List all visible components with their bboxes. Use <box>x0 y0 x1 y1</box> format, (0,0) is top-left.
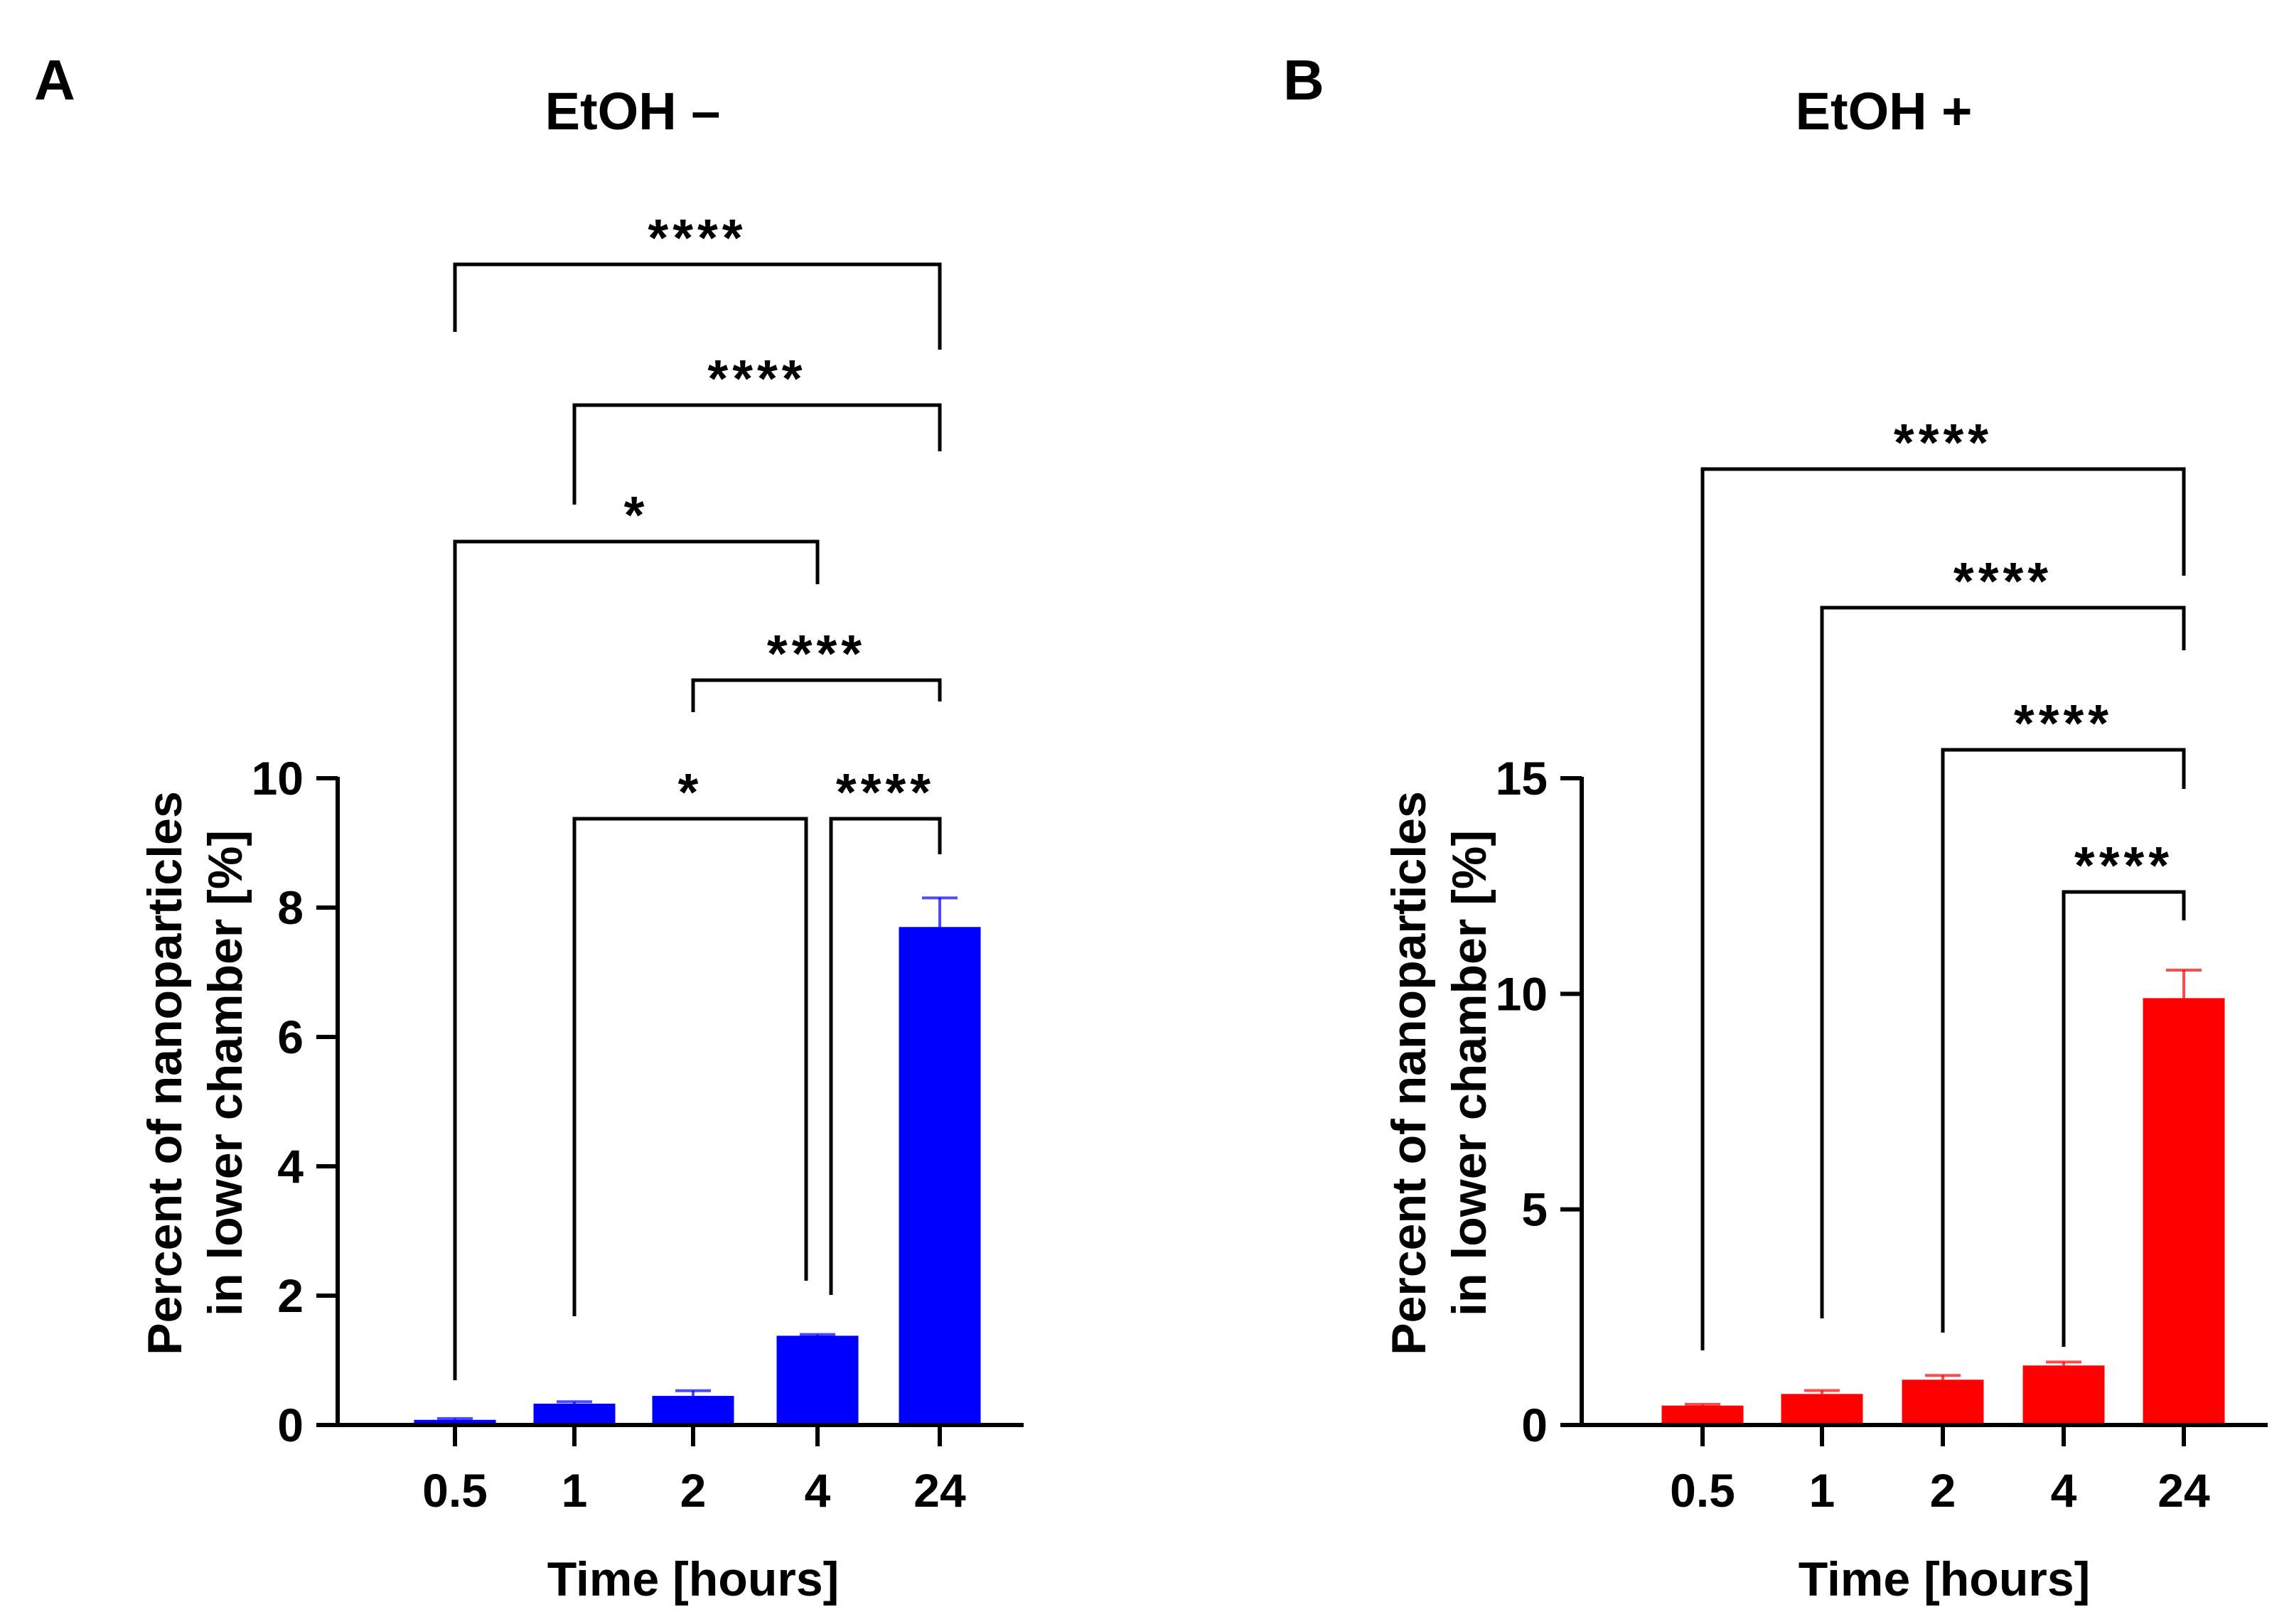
panel-a: A EtOH – Percent of nanoparticles in low… <box>34 48 1024 1606</box>
panel-b-title: EtOH + <box>1796 82 1973 141</box>
panel-a-significance-bracket <box>572 403 942 505</box>
panel-a-xlabel: Time [hours] <box>547 1552 840 1606</box>
panel-b-y-tick-label: 15 <box>1496 752 1548 805</box>
panel-a-ylabel-line2: in lower chamber [%] <box>198 830 252 1316</box>
panel-b-bar <box>2022 1365 2105 1425</box>
panel-a-significance-label: **** <box>836 763 935 822</box>
panel-b-significance-bracket <box>2062 890 2186 1347</box>
panel-b-ylabel-line2: in lower chamber [%] <box>1442 830 1496 1316</box>
panel-a-x-tick-label: 24 <box>913 1464 966 1517</box>
panel-a-y-tick-label: 0 <box>277 1399 304 1451</box>
panel-a-significance-label: **** <box>707 349 806 408</box>
panel-b-significance-label: **** <box>2014 694 2113 753</box>
panel-b-bar <box>2143 998 2225 1425</box>
panel-a-x-tick-label: 0.5 <box>422 1464 488 1517</box>
panel-a-significance-bracket <box>572 817 808 1316</box>
panel-a-letter: A <box>34 48 75 112</box>
panel-b-significance-label: **** <box>2074 836 2173 895</box>
panel-a-bar <box>652 1396 734 1425</box>
panel-a-significance-label: **** <box>767 624 866 683</box>
panel-a-y-tick-label: 10 <box>252 752 304 805</box>
panel-a-y-tick-label: 4 <box>277 1140 304 1193</box>
panel-b-y-tick-label: 5 <box>1521 1183 1548 1236</box>
panel-b-significance-bracket <box>1941 748 2186 1333</box>
panel-b: B EtOH + Percent of nanoparticles in low… <box>1283 48 2268 1606</box>
panel-b-x-tick-label: 2 <box>1930 1464 1956 1517</box>
panel-b-y-tick-label: 10 <box>1496 967 1548 1020</box>
panel-a-y-tick-label: 6 <box>277 1011 304 1063</box>
panel-b-significance-bracket <box>1820 606 2186 1318</box>
panel-a-significance-bracket <box>829 817 942 1295</box>
panel-b-x-tick-label: 0.5 <box>1670 1464 1735 1517</box>
panel-a-x-tick-label: 4 <box>805 1464 831 1517</box>
panel-b-y-tick-label: 0 <box>1521 1399 1548 1451</box>
panel-b-ylabel-line1: Percent of nanoparticles <box>1382 791 1436 1355</box>
panel-a-significance-bracket <box>453 539 820 1380</box>
panel-b-xlabel: Time [hours] <box>1799 1552 2091 1606</box>
panel-a-y-tick-label: 2 <box>277 1269 304 1322</box>
panel-b-significance-label: **** <box>1894 413 1993 472</box>
panel-a-y-tick-label: 8 <box>277 881 304 934</box>
panel-b-significance-bracket <box>1700 467 2186 1350</box>
panel-a-significance-label: **** <box>648 208 746 267</box>
panel-a-significance-label: * <box>624 485 649 544</box>
panel-a-x-tick-label: 1 <box>562 1464 588 1517</box>
panel-a-significance-label: * <box>678 763 703 822</box>
panel-b-bar <box>1902 1380 1984 1425</box>
panel-b-bar <box>1781 1394 1863 1425</box>
panel-a-bar <box>533 1403 616 1425</box>
panel-a-bar <box>776 1335 859 1425</box>
panel-b-significance-label: **** <box>1953 552 2052 611</box>
panel-b-x-tick-label: 1 <box>1809 1464 1835 1517</box>
panel-a-significance-bracket <box>691 678 942 712</box>
panel-a-x-tick-label: 2 <box>680 1464 707 1517</box>
panel-a-bar <box>414 1419 496 1425</box>
panel-a-ylabel-line1: Percent of nanoparticles <box>138 791 192 1355</box>
panel-b-x-tick-label: 24 <box>2158 1464 2210 1517</box>
panel-b-bar <box>1661 1405 1744 1425</box>
panel-b-letter: B <box>1283 48 1324 112</box>
panel-a-significance-bracket <box>453 262 942 350</box>
panel-b-x-tick-label: 4 <box>2051 1464 2077 1517</box>
panel-a-title: EtOH – <box>545 82 721 141</box>
panel-a-bar <box>899 927 981 1425</box>
